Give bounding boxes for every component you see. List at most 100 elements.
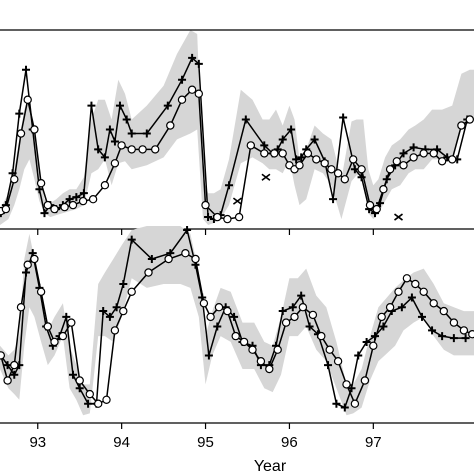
top-circle-point-38: [333, 169, 343, 178]
top-circle-point-43: [372, 204, 381, 214]
top-circle-point-44: [379, 184, 388, 194]
top-plus-point-38: [297, 153, 306, 162]
top-panel: [0, 29, 474, 235]
bottom-plus-point-52: [438, 332, 447, 341]
top-plus-point-43: [339, 113, 348, 122]
bottom-plus-point-41: [340, 403, 349, 412]
bottom-circle-point-43: [377, 312, 386, 322]
bottom-circle-point-21: [191, 254, 200, 264]
top-cross-point-1: [261, 173, 271, 181]
bottom-circle-point-31: [273, 345, 282, 354]
top-circle-point-21: [187, 85, 197, 94]
bottom-plus-point-11: [68, 370, 77, 379]
top-circle-point-41: [357, 165, 366, 174]
top-circle-point-25: [223, 214, 232, 224]
top-plus-point-23: [163, 101, 172, 110]
top-confidence-band: [0, 30, 474, 225]
bottom-circle-point-14: [102, 395, 111, 404]
bottom-plus-point-13: [84, 399, 93, 408]
top-plus-point-11: [65, 195, 74, 204]
bottom-circle-point-8: [50, 337, 59, 347]
bottom-plus-point-26: [213, 322, 222, 331]
top-circle-point-23: [201, 200, 210, 210]
bottom-plus-point-45: [371, 332, 380, 341]
top-plus-point-15: [94, 145, 103, 154]
top-circle-point-8: [50, 204, 59, 214]
bottom-circle-point-33: [290, 312, 299, 322]
top-circle-point-27: [246, 141, 255, 150]
top-circle-point-48: [409, 153, 418, 162]
bottom-circle-point-0: [0, 351, 5, 360]
bottom-circle-point-22: [199, 299, 209, 308]
top-confidence-band-layer: [0, 30, 474, 225]
top-plus-point-19: [115, 101, 124, 110]
bottom-plus-point-2: [10, 370, 19, 379]
top-plus-point-31: [241, 115, 250, 124]
bottom-circle-point-28: [248, 345, 257, 354]
bottom-circle-point-34: [298, 303, 308, 312]
bottom-plus-point-50: [417, 312, 426, 321]
bottom-circle-point-50: [439, 306, 448, 316]
bottom-plus-point-37: [305, 322, 314, 331]
bottom-circle-point-32: [281, 318, 291, 327]
top-circle-point-19: [166, 121, 175, 130]
bottom-plus-point-35: [288, 303, 297, 312]
top-plus-point-7: [40, 209, 49, 218]
top-circle-point-14: [110, 159, 120, 168]
bottom-plus-point-15: [99, 307, 108, 316]
x-tick-label-96: 96: [281, 434, 298, 451]
bottom-confidence-band-layer: [0, 226, 474, 416]
top-plus-point-32: [260, 141, 269, 150]
top-circle-point-20: [177, 95, 187, 104]
bottom-circle-point-5: [30, 254, 39, 264]
top-circle-point-42: [365, 200, 375, 210]
top-plus-point-25: [188, 53, 197, 62]
top-circle-point-37: [327, 165, 336, 174]
x-tick-label-95: 95: [197, 434, 214, 451]
bottom-circle-point-27: [239, 337, 249, 347]
bottom-circle-point-45: [394, 287, 403, 296]
top-plus-point-20: [122, 115, 131, 124]
bottom-confidence-band: [0, 226, 474, 416]
top-circle-point-2: [10, 175, 19, 184]
top-circle-point-50: [429, 149, 438, 158]
top-circle-point-6: [36, 178, 46, 188]
bottom-circle-point-20: [181, 248, 190, 258]
top-circle-point-46: [392, 157, 401, 166]
bottom-plus-point-46: [379, 322, 388, 331]
top-plus-point-45: [357, 173, 366, 182]
top-panel-ticks: [37, 229, 374, 235]
top-plus-point-36: [287, 125, 296, 134]
top-circle-point-26: [234, 212, 244, 222]
bottom-circle-point-44: [385, 303, 395, 312]
bottom-circle-point-52: [459, 326, 469, 335]
top-circle-point-9: [60, 202, 69, 212]
bottom-plus-point-22: [183, 226, 192, 234]
top-circle-point-17: [138, 145, 147, 154]
bottom-plus-point-39: [324, 361, 333, 370]
bottom-circle-point-2: [10, 360, 19, 370]
top-cross-point-0: [232, 197, 242, 205]
top-circle-point-54: [465, 115, 474, 124]
top-circle-point-39: [340, 175, 349, 184]
top-plus-point-48: [376, 199, 385, 208]
bottom-circle-point-48: [419, 287, 428, 296]
bottom-circle-point-18: [144, 268, 153, 277]
top-circle-point-10: [68, 200, 78, 210]
top-circle-point-15: [117, 141, 126, 150]
top-circle-point-3: [16, 129, 26, 138]
top-plus-point-12: [72, 193, 81, 202]
bottom-plus-point-12: [75, 384, 84, 393]
top-circle-point-45: [385, 165, 395, 174]
bottom-circle-point-1: [3, 376, 12, 385]
x-tick-label-94: 94: [113, 434, 130, 451]
bottom-circle-point-17: [127, 287, 136, 296]
bottom-markers-layer: [0, 226, 474, 412]
bottom-plus-point-42: [347, 384, 356, 393]
bottom-circle-point-9: [58, 331, 68, 341]
top-circle-point-51: [437, 157, 447, 166]
bottom-plus-point-44: [362, 337, 371, 346]
bottom-plus-point-4: [22, 268, 31, 277]
top-markers-layer: [0, 53, 474, 224]
